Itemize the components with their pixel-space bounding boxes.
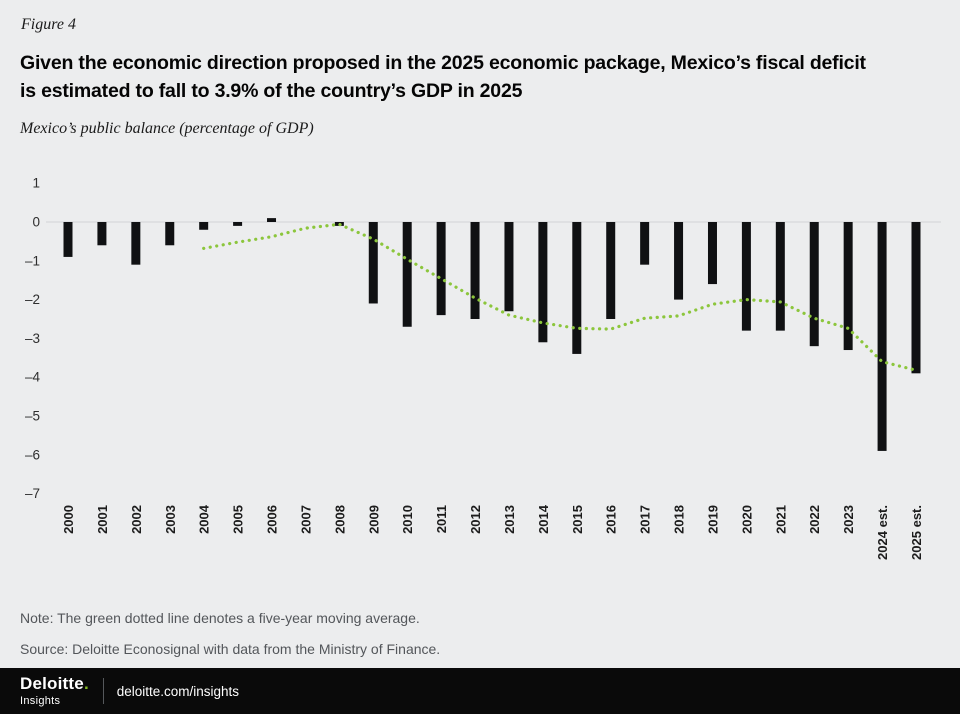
chart-source: Source: Deloitte Econosignal with data f… (20, 641, 441, 657)
svg-text:–3: –3 (25, 331, 40, 346)
svg-text:2008: 2008 (332, 505, 347, 534)
svg-text:2024 est.: 2024 est. (875, 505, 890, 560)
svg-text:0: 0 (32, 215, 40, 230)
deloitte-logo: Deloitte. Insights (20, 675, 89, 707)
svg-text:2018: 2018 (672, 505, 687, 534)
svg-text:–7: –7 (25, 486, 40, 501)
svg-text:2000: 2000 (61, 505, 76, 534)
chart-subtitle: Mexico’s public balance (percentage of G… (20, 120, 314, 137)
svg-text:2017: 2017 (638, 505, 653, 534)
chart-title-line-2: is estimated to fall to 3.9% of the coun… (20, 80, 523, 102)
svg-text:2014: 2014 (536, 504, 551, 534)
svg-text:2020: 2020 (739, 505, 754, 534)
svg-text:2005: 2005 (231, 505, 246, 534)
svg-text:2016: 2016 (604, 505, 619, 534)
svg-text:–5: –5 (25, 409, 40, 424)
svg-text:2004: 2004 (197, 504, 212, 534)
svg-text:2006: 2006 (265, 505, 280, 534)
chart-note: Note: The green dotted line denotes a fi… (20, 610, 420, 626)
svg-text:2025 est.: 2025 est. (909, 505, 924, 560)
deloitte-wordmark: Deloitte. (20, 675, 89, 693)
deloitte-brand-text: Deloitte (20, 674, 84, 693)
svg-text:–4: –4 (25, 370, 41, 385)
public-balance-chart: 1 0 –1 –2 –3 –4 –5 –6 –7 2000 2001 2002 2003 2004 2005… (25, 176, 941, 560)
svg-text:–2: –2 (25, 292, 40, 307)
svg-text:2023: 2023 (841, 505, 856, 534)
svg-text:2019: 2019 (705, 505, 720, 534)
svg-text:–1: –1 (25, 253, 40, 268)
svg-text:2009: 2009 (366, 505, 381, 534)
svg-text:2022: 2022 (807, 505, 822, 534)
deloitte-green-dot-icon: . (83, 674, 89, 693)
figure-label: Figure 4 (21, 16, 76, 33)
svg-text:2013: 2013 (502, 505, 517, 534)
footer-divider (102, 678, 104, 704)
svg-text:2010: 2010 (400, 505, 415, 534)
svg-text:1: 1 (32, 176, 40, 191)
svg-text:–6: –6 (25, 447, 40, 462)
insights-link[interactable]: deloitte.com/insights (116, 683, 239, 699)
svg-text:2007: 2007 (298, 505, 313, 534)
chart-title-line-1: Given the economic direction proposed in… (20, 52, 866, 74)
svg-text:2001: 2001 (95, 505, 110, 534)
footer-bar: Deloitte. Insights deloitte.com/insights (0, 668, 960, 714)
svg-text:2012: 2012 (468, 505, 483, 534)
svg-text:2011: 2011 (434, 505, 449, 533)
svg-text:2002: 2002 (129, 505, 144, 534)
svg-text:2021: 2021 (773, 505, 788, 534)
chart-title: Given the economic direction proposed in… (20, 49, 955, 105)
svg-text:2015: 2015 (570, 505, 585, 534)
svg-text:2003: 2003 (163, 505, 178, 534)
deloitte-insights-text: Insights (20, 695, 61, 707)
